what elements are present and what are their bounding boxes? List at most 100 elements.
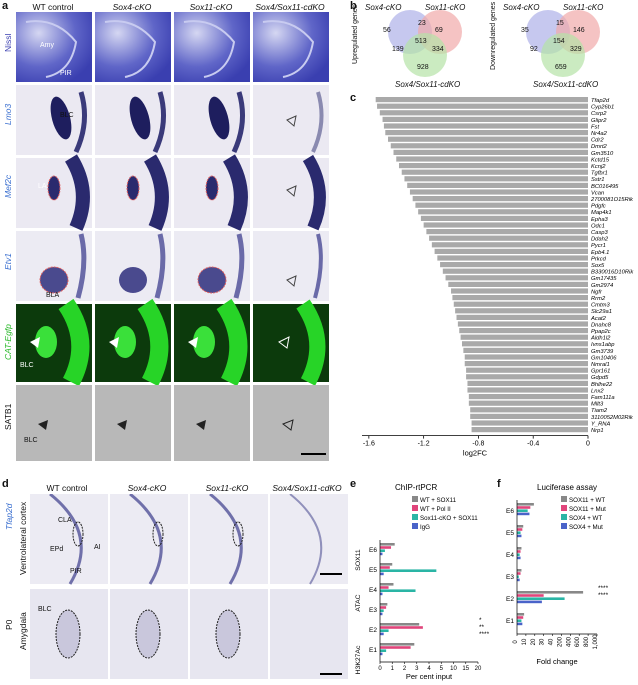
tick-label: 40	[549, 638, 555, 645]
category-label: E6	[369, 547, 377, 554]
category-label: E5	[369, 567, 377, 574]
bar-Ivns1abp	[461, 341, 588, 347]
tick-label: 20	[475, 666, 482, 672]
bar-Mllt3	[468, 400, 588, 406]
bar	[380, 646, 411, 649]
tick-label: 800	[584, 636, 590, 647]
legend-label: SOX11 + WT	[569, 497, 605, 504]
category-label: E4	[369, 587, 377, 594]
venn-up-set1: Sox4-cKO	[365, 3, 402, 12]
bar-Kcnj2	[398, 163, 588, 169]
tick-label: 0	[378, 666, 382, 672]
group-label: ATAC	[355, 594, 362, 611]
tick-label: 4	[427, 666, 431, 672]
bar-Cmtm3	[453, 301, 588, 307]
legend-swatch	[412, 505, 418, 511]
bar	[380, 569, 437, 572]
panel-d-label: d	[2, 478, 9, 490]
gene-label: Sstr1	[591, 177, 605, 183]
category-label: E1	[369, 647, 377, 654]
bar	[380, 549, 385, 552]
bar-Y_RNA	[471, 420, 588, 426]
amy-label: Amy	[40, 42, 54, 49]
venn-down-label: Downregulated genes	[490, 1, 497, 70]
venn-diagrams	[388, 10, 600, 77]
col-title-double: Sox4/Sox11-cdKO	[255, 2, 325, 12]
gene-label: Gpr161	[591, 369, 610, 375]
legend-swatch	[412, 523, 418, 529]
gene-label: Casp3	[591, 230, 609, 236]
bar-Gm10406	[464, 354, 588, 360]
d-col-sox11: Sox11-cKO	[205, 483, 249, 493]
gene-label: Tfap2d	[591, 98, 610, 104]
col-title-wt: WT control	[32, 2, 74, 12]
bar	[380, 623, 420, 626]
bar	[380, 643, 415, 646]
c-tick-label: 0	[586, 441, 590, 448]
tick-label: 15	[462, 666, 469, 672]
bar	[380, 543, 395, 546]
bar	[380, 609, 384, 612]
bla-label: BLA	[46, 292, 60, 299]
gene-label: Gm3510	[591, 151, 614, 157]
bar-Odc1	[423, 222, 588, 228]
venn-up	[388, 10, 462, 77]
bar	[517, 619, 522, 622]
bar-Glipr2	[382, 116, 588, 122]
d-pir-label: PIR	[70, 568, 82, 575]
bar-Ngfr	[451, 288, 588, 294]
tick-label: 0	[513, 640, 519, 644]
bar-Gm17435	[445, 275, 588, 281]
bar-Sstr1	[404, 176, 588, 182]
gene-label: Tgfbr1	[591, 171, 608, 177]
gene-label: Ppap2c	[591, 329, 611, 335]
d-ai-label: AI	[94, 544, 101, 551]
gene-label: Gm2974	[591, 283, 613, 289]
bar	[380, 603, 388, 606]
bar	[517, 531, 521, 534]
venn-up-a: 56	[383, 27, 391, 34]
bar	[380, 629, 389, 632]
col-title-sox11: Sox11-cKO	[189, 2, 233, 12]
tick-label: 30	[540, 638, 546, 645]
d-blc-label: BLC	[38, 606, 52, 613]
panel-d-grid	[30, 494, 348, 679]
bar	[380, 552, 383, 556]
bar	[380, 583, 394, 586]
bar-2700081O15Rik	[412, 196, 588, 202]
bar	[380, 649, 387, 652]
sig-mark: ****	[598, 592, 609, 599]
gene-label: Pdgfc	[591, 204, 606, 210]
legend-swatch	[561, 523, 567, 529]
gene-label: Ngfr	[591, 289, 603, 295]
venn-down	[526, 10, 600, 77]
gene-label: Sox5	[591, 263, 605, 269]
gene-label: Fst	[591, 124, 599, 130]
gene-label: Acat2	[590, 316, 607, 322]
bar-Kctd15	[396, 156, 588, 162]
bar	[517, 512, 530, 516]
row-label-satb1: SATB1	[3, 403, 13, 430]
venn-up-label: Upregulated genes	[352, 4, 359, 64]
bar-Map4k1	[418, 209, 588, 215]
gene-label: Epb4.1	[591, 250, 609, 256]
gene-label: Slc29a1	[591, 309, 612, 315]
bar-Gm3510	[393, 149, 588, 155]
gene-label: Epha3	[591, 217, 609, 223]
venn-up-ab: 23	[418, 20, 426, 27]
category-label: E3	[506, 574, 514, 581]
bar	[517, 594, 544, 597]
blc-label-satb1: BLC	[24, 437, 38, 444]
d-epd-label: EPd	[50, 546, 64, 553]
venn-up-b: 69	[435, 27, 443, 34]
bar	[380, 572, 384, 576]
legend-swatch	[561, 496, 567, 502]
etv1-row	[16, 231, 329, 301]
bar	[517, 534, 522, 538]
gene-label: Gdpd5	[591, 375, 609, 381]
bar-Gpr161	[466, 367, 588, 373]
gene-label: Ivns1abp	[591, 342, 615, 348]
gene-label: 3110052M02Rik	[591, 415, 634, 421]
legend-label: SOX4 + WT	[569, 515, 602, 522]
bar-Csrp2	[379, 110, 588, 116]
